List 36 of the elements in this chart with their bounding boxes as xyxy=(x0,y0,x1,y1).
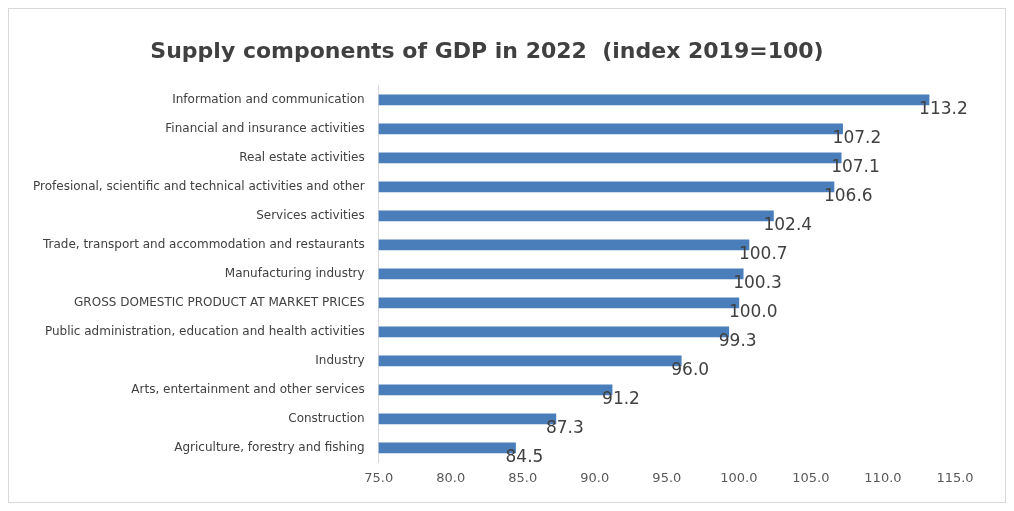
y-tick-label: Arts, entertainment and other services xyxy=(131,382,365,397)
data-label: 87.3 xyxy=(545,417,584,438)
y-tick-label: Financial and insurance activities xyxy=(165,121,365,136)
y-tick-label: Public administration, education and health activities xyxy=(44,324,365,339)
y-tick-label: Profesional, scientific and technical activities and other xyxy=(33,179,365,194)
y-tick-label: Agriculture, forestry and fishing xyxy=(174,440,365,455)
x-tick-label: 110.0 xyxy=(864,469,902,485)
data-label: 91.2 xyxy=(602,388,640,409)
y-tick-label: Industry xyxy=(315,353,365,368)
y-tick-label: Information and communication xyxy=(172,92,365,107)
x-tick-label: 80.0 xyxy=(436,469,466,485)
data-label: 84.5 xyxy=(505,446,544,467)
x-tick-label: 75.0 xyxy=(364,469,394,485)
data-label: 100.3 xyxy=(733,272,782,293)
data-label: 96.0 xyxy=(671,359,710,380)
x-tick-label: 90.0 xyxy=(580,469,610,485)
x-tick-label: 115.0 xyxy=(936,469,974,485)
data-label: 102.4 xyxy=(763,214,813,235)
y-tick-label: GROSS DOMESTIC PRODUCT AT MARKET PRICES xyxy=(74,295,365,310)
data-label: 100.0 xyxy=(728,301,778,322)
y-tick-label: Construction xyxy=(288,411,365,426)
y-tick-label: Trade, transport and accommodation and restaurants xyxy=(41,237,365,252)
data-label: 100.7 xyxy=(738,243,788,264)
data-label: 107.2 xyxy=(832,127,882,148)
x-tick-label: 100.0 xyxy=(720,469,758,485)
data-label: 113.2 xyxy=(919,98,968,119)
x-tick-label: 85.0 xyxy=(508,469,538,485)
y-tick-label: Manufacturing industry xyxy=(224,266,365,281)
y-tick-label: Real estate activities xyxy=(239,150,365,165)
y-tick-label: Services activities xyxy=(256,208,365,223)
data-label: 99.3 xyxy=(718,330,757,351)
data-label: 107.1 xyxy=(831,156,880,177)
x-tick-label: 95.0 xyxy=(652,469,682,485)
chart-title: Supply components of GDP in 2022 (index 2019=100) xyxy=(150,37,824,63)
data-label: 106.6 xyxy=(823,185,873,206)
x-tick-label: 105.0 xyxy=(792,469,830,485)
